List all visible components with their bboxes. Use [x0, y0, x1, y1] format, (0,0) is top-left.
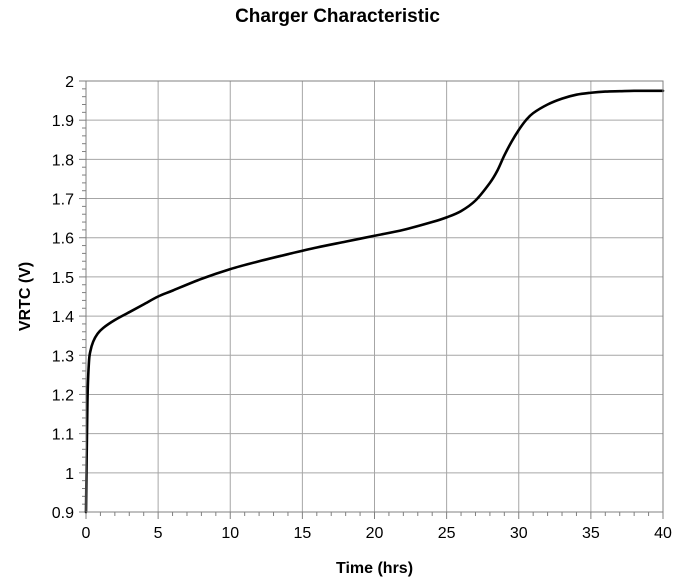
plot-area-frame: [85, 80, 664, 513]
tick-labels: 0 5 10 15 20 25 30 35 40 0.9 1 1.1 1.2 1.3 1.4 1.5 1.6 1.…: [52, 74, 672, 542]
x-tick-label: 25: [438, 525, 456, 542]
x-tick-label: 15: [293, 525, 311, 542]
y-tick-label: 1.8: [52, 152, 74, 169]
x-tick-label: 40: [654, 525, 672, 542]
y-tick-label: 1.2: [52, 387, 74, 404]
x-tick-label: 35: [582, 525, 600, 542]
y-tick-label: 0.9: [52, 505, 74, 522]
y-tick-label: 1.5: [52, 270, 74, 287]
y-tick-label: 1.3: [52, 348, 74, 365]
y-tick-label: 1.1: [52, 427, 74, 444]
x-tick-label: 5: [154, 525, 163, 542]
grid: [86, 81, 663, 512]
y-tick-label: 2: [65, 74, 74, 91]
y-tick-label: 1.4: [52, 309, 74, 326]
y-tick-label: 1.6: [52, 231, 74, 248]
y-tick-label: 1.9: [52, 113, 74, 130]
chart-title: Charger Characteristic: [235, 6, 440, 27]
y-tick-label: 1.7: [52, 192, 74, 209]
y-tick-label: 1: [65, 466, 74, 483]
series-line: [84, 89, 665, 514]
x-axis-title: Time (hrs): [336, 560, 413, 577]
x-tick-label: 20: [366, 525, 384, 542]
axis-ticks: [79, 80, 664, 519]
y-axis-title: VRTC (V): [17, 262, 34, 331]
x-tick-label: 10: [221, 525, 239, 542]
x-tick-label: 0: [82, 525, 91, 542]
x-tick-label: 30: [510, 525, 528, 542]
